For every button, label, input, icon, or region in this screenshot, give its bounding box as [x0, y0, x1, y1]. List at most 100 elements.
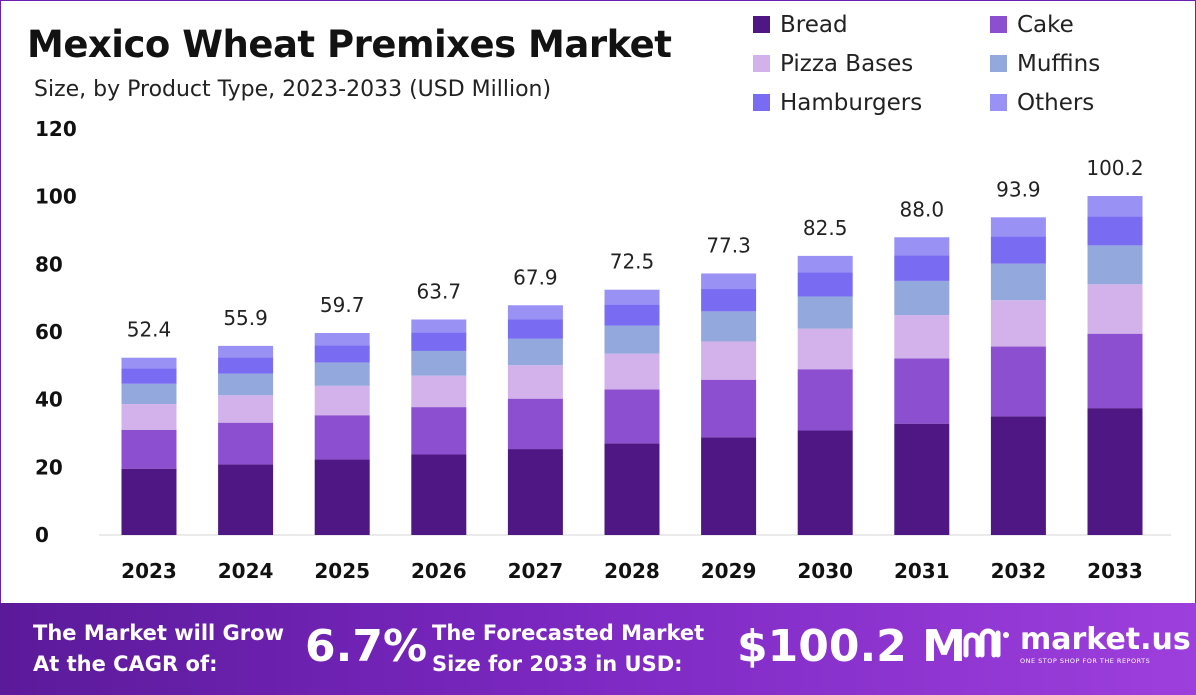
legend-label-muffins: Muffins — [1017, 50, 1101, 77]
chart-title: Mexico Wheat Premixes Market — [27, 23, 672, 66]
chart-frame: Mexico Wheat Premixes Market Size, by Pr… — [0, 0, 1196, 605]
y-tick-label: 20 — [35, 455, 63, 479]
bar-segment-cake — [797, 369, 853, 431]
y-tick-label: 60 — [35, 320, 63, 344]
forecast-caption-line1: The Forecasted Market — [432, 621, 705, 645]
bar-total-label: 88.0 — [900, 197, 945, 221]
bar-segment-others — [604, 289, 660, 305]
bar-segment-pizza-bases — [701, 341, 757, 380]
x-tick-label: 2032 — [991, 559, 1047, 583]
bar-total-label: 100.2 — [1086, 156, 1143, 180]
bar-segment-hamburgers — [604, 304, 660, 326]
bar-total-label: 55.9 — [223, 306, 268, 330]
bar-segment-cake — [507, 398, 563, 450]
bar-total-label: 77.3 — [706, 233, 751, 257]
chart-subtitle: Size, by Product Type, 2023-2033 (USD Mi… — [34, 77, 552, 102]
market-us-logo-icon — [963, 628, 1009, 658]
bar-segment-bread — [121, 468, 177, 535]
cagr-caption: The Market will Grow At the CAGR of: — [33, 618, 284, 680]
bar-segment-pizza-bases — [797, 328, 853, 370]
x-tick-label: 2026 — [411, 559, 467, 583]
x-tick-label: 2031 — [894, 559, 950, 583]
bar-segment-muffins — [218, 373, 274, 396]
bar-segment-bread — [507, 449, 563, 535]
bar-segment-hamburgers — [507, 319, 563, 339]
legend-item-cake: Cake — [990, 11, 1190, 38]
bar-segment-pizza-bases — [314, 385, 370, 416]
bar-segment-hamburgers — [314, 345, 370, 363]
x-tick-label: 2027 — [508, 559, 564, 583]
bar-segment-others — [1087, 195, 1143, 217]
bar-segment-cake — [1087, 333, 1143, 409]
bar-total-label: 72.5 — [610, 250, 655, 274]
legend-label-bread: Bread — [780, 11, 848, 38]
legend-swatch-pizza-bases — [753, 55, 770, 72]
legend-label-hamburgers: Hamburgers — [780, 89, 923, 116]
cagr-caption-line1: The Market will Grow — [33, 621, 284, 645]
legend-item-hamburgers: Hamburgers — [753, 89, 990, 116]
bar-segment-pizza-bases — [894, 315, 950, 359]
x-tick-label: 2023 — [121, 559, 177, 583]
x-tick-label: 2028 — [604, 559, 660, 583]
bar-segment-pizza-bases — [121, 404, 177, 430]
bar-segment-pizza-bases — [507, 365, 563, 399]
legend-label-pizza-bases: Pizza Bases — [780, 50, 914, 77]
bar-total-label: 82.5 — [803, 216, 848, 240]
bar-segment-hamburgers — [218, 357, 274, 374]
bar-segment-muffins — [894, 280, 950, 316]
bar-segment-cake — [990, 346, 1046, 417]
bar-segment-hamburgers — [894, 255, 950, 281]
bar-segment-cake — [218, 422, 274, 465]
bar-segment-pizza-bases — [411, 375, 467, 408]
bar-segment-cake — [314, 415, 370, 460]
brand-text: market.us ONE STOP SHOP FOR THE REPORTS — [1020, 625, 1191, 666]
bar-segment-hamburgers — [990, 236, 1046, 264]
legend-item-others: Others — [990, 89, 1190, 116]
legend-swatch-cake — [990, 16, 1007, 33]
bar-segment-others — [507, 305, 563, 320]
bar-segment-others — [894, 237, 950, 256]
legend-item-pizza-bases: Pizza Bases — [753, 50, 990, 77]
bar-segment-others — [314, 333, 370, 346]
bar-segment-muffins — [121, 383, 177, 405]
x-tick-label: 2024 — [218, 559, 274, 583]
bar-segment-cake — [121, 429, 177, 469]
bar-segment-others — [701, 273, 757, 290]
bar-segment-hamburgers — [1087, 216, 1143, 246]
bar-total-label: 67.9 — [513, 265, 558, 289]
bar-segment-muffins — [411, 350, 467, 376]
forecast-caption-line2: Size for 2033 in USD: — [432, 652, 683, 676]
bar-segment-bread — [218, 464, 274, 535]
bar-segment-muffins — [604, 325, 660, 354]
bar-total-label: 52.4 — [127, 318, 172, 342]
y-tick-label: 80 — [35, 252, 63, 276]
legend-item-muffins: Muffins — [990, 50, 1190, 77]
bar-segment-muffins — [507, 338, 563, 366]
bar-segment-cake — [701, 379, 757, 438]
bar-segment-pizza-bases — [218, 395, 274, 423]
bar-segment-muffins — [314, 362, 370, 386]
stacked-bar-chart: 0 20 40 60 80 100 120 52.4 2023 55.9 2024 59.7 2025 6… — [35, 117, 1171, 583]
bar-segment-cake — [411, 407, 467, 455]
bar-segment-bread — [990, 416, 1046, 535]
bar-segment-bread — [411, 454, 467, 535]
bar-segment-bread — [314, 459, 370, 535]
forecast-value: $100.2 M — [737, 621, 966, 672]
bar-segment-pizza-bases — [1087, 284, 1143, 334]
bar-segment-bread — [894, 423, 950, 535]
bar-segment-muffins — [701, 311, 757, 342]
bar-segment-pizza-bases — [604, 353, 660, 390]
cagr-value: 6.7% — [305, 621, 428, 672]
bar-segment-cake — [894, 358, 950, 424]
bar-segment-bread — [701, 437, 757, 535]
bar-segment-bread — [1087, 408, 1143, 535]
legend-swatch-muffins — [990, 55, 1007, 72]
bar-segment-hamburgers — [797, 272, 853, 297]
bar-segment-hamburgers — [411, 332, 467, 351]
footer-banner: The Market will Grow At the CAGR of: 6.7… — [0, 603, 1196, 695]
legend-item-bread: Bread — [753, 11, 990, 38]
x-tick-label: 2029 — [701, 559, 757, 583]
bar-segment-muffins — [990, 263, 1046, 301]
cagr-caption-line2: At the CAGR of: — [33, 652, 218, 676]
bar-segment-others — [797, 255, 853, 273]
